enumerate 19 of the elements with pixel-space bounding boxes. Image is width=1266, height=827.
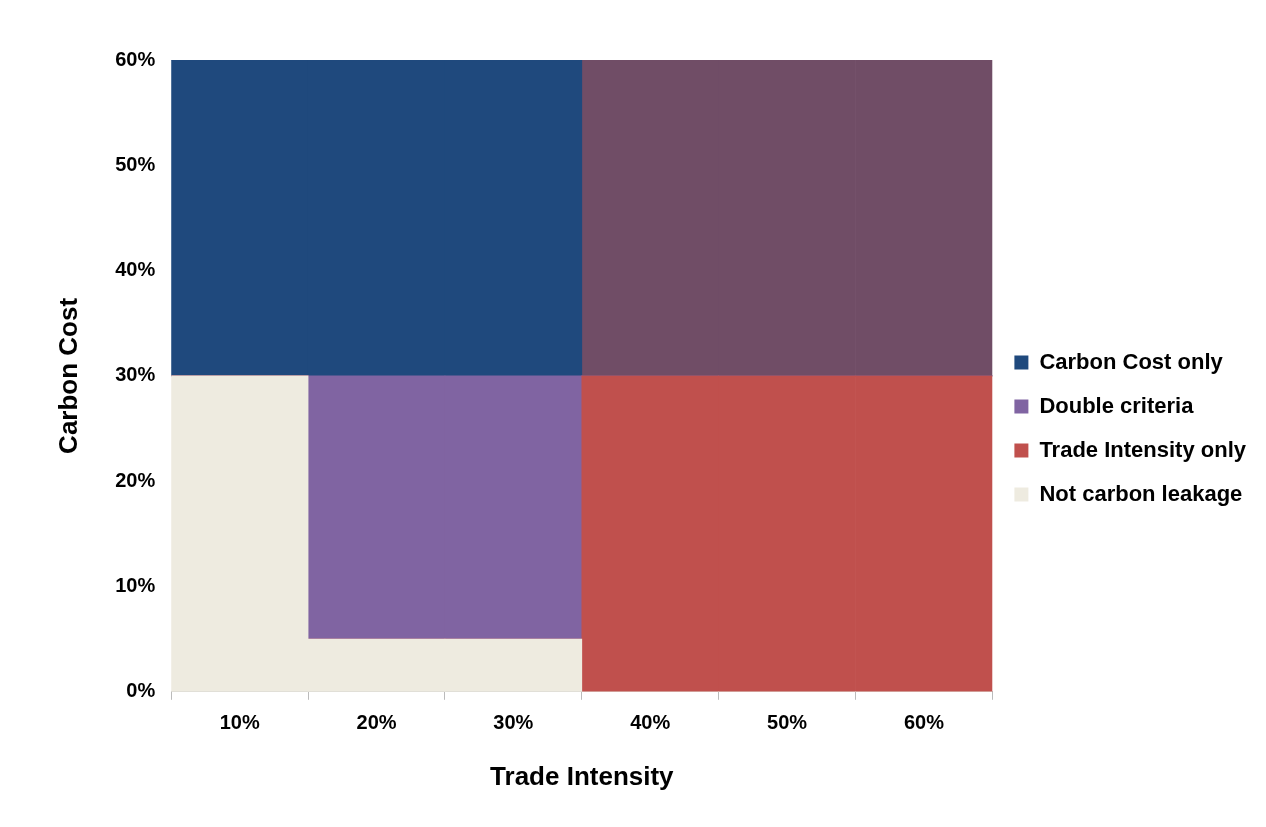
- y-axis-title: Carbon Cost: [52, 297, 83, 454]
- x-tick-label: 20%: [356, 711, 397, 734]
- y-tick-label: 10%: [115, 574, 156, 597]
- x-tick-label: 50%: [767, 711, 808, 734]
- legend-label: Not carbon leakage: [1039, 480, 1243, 506]
- x-axis-title: Trade Intensity: [490, 760, 675, 791]
- x-tick-label: 10%: [219, 711, 260, 734]
- legend-label: Double criteria: [1039, 392, 1195, 418]
- legend-label: Carbon Cost only: [1039, 348, 1224, 374]
- legend-label: Trade Intensity only: [1039, 436, 1247, 462]
- y-tick-label: 30%: [115, 363, 156, 386]
- x-tick-label: 30%: [493, 711, 534, 734]
- y-tick-label: 50%: [115, 152, 156, 175]
- x-tick-label: 40%: [630, 711, 671, 734]
- y-tick-label: 20%: [115, 468, 156, 491]
- y-tick-label: 40%: [115, 258, 156, 281]
- y-tick-label: 0%: [126, 679, 156, 702]
- y-tick-label: 60%: [115, 47, 156, 70]
- x-tick-label: 60%: [903, 711, 945, 734]
